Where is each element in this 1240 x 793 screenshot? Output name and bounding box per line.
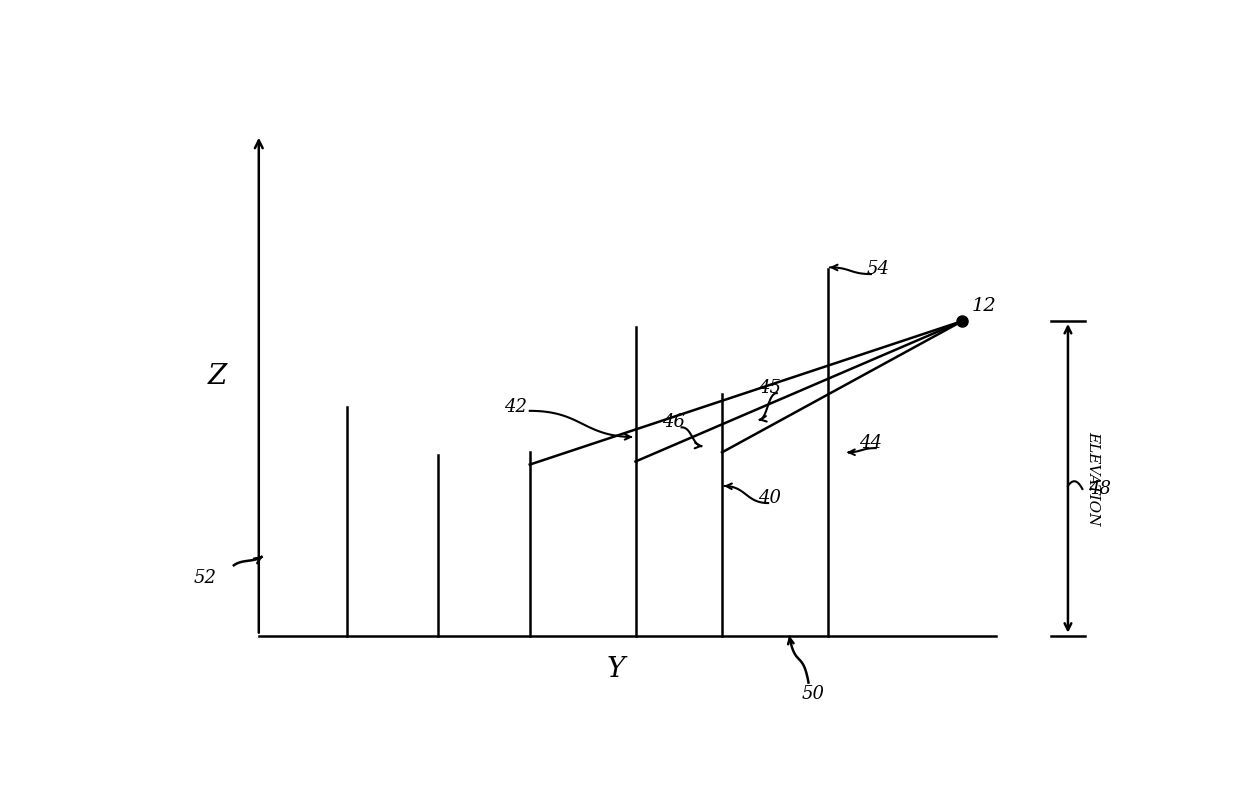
Text: 40: 40	[759, 489, 781, 508]
Text: 48: 48	[1089, 480, 1111, 498]
Text: 50: 50	[802, 684, 825, 703]
Text: 12: 12	[972, 297, 997, 315]
Text: Z: Z	[208, 362, 227, 389]
Text: ELEVATION: ELEVATION	[1086, 431, 1100, 525]
Text: 46: 46	[662, 413, 686, 431]
Text: 42: 42	[503, 397, 527, 416]
Text: 44: 44	[859, 435, 883, 452]
Text: Y: Y	[608, 656, 625, 683]
Text: 52: 52	[193, 569, 217, 587]
Text: 45: 45	[759, 379, 781, 397]
Text: 54: 54	[867, 260, 889, 278]
